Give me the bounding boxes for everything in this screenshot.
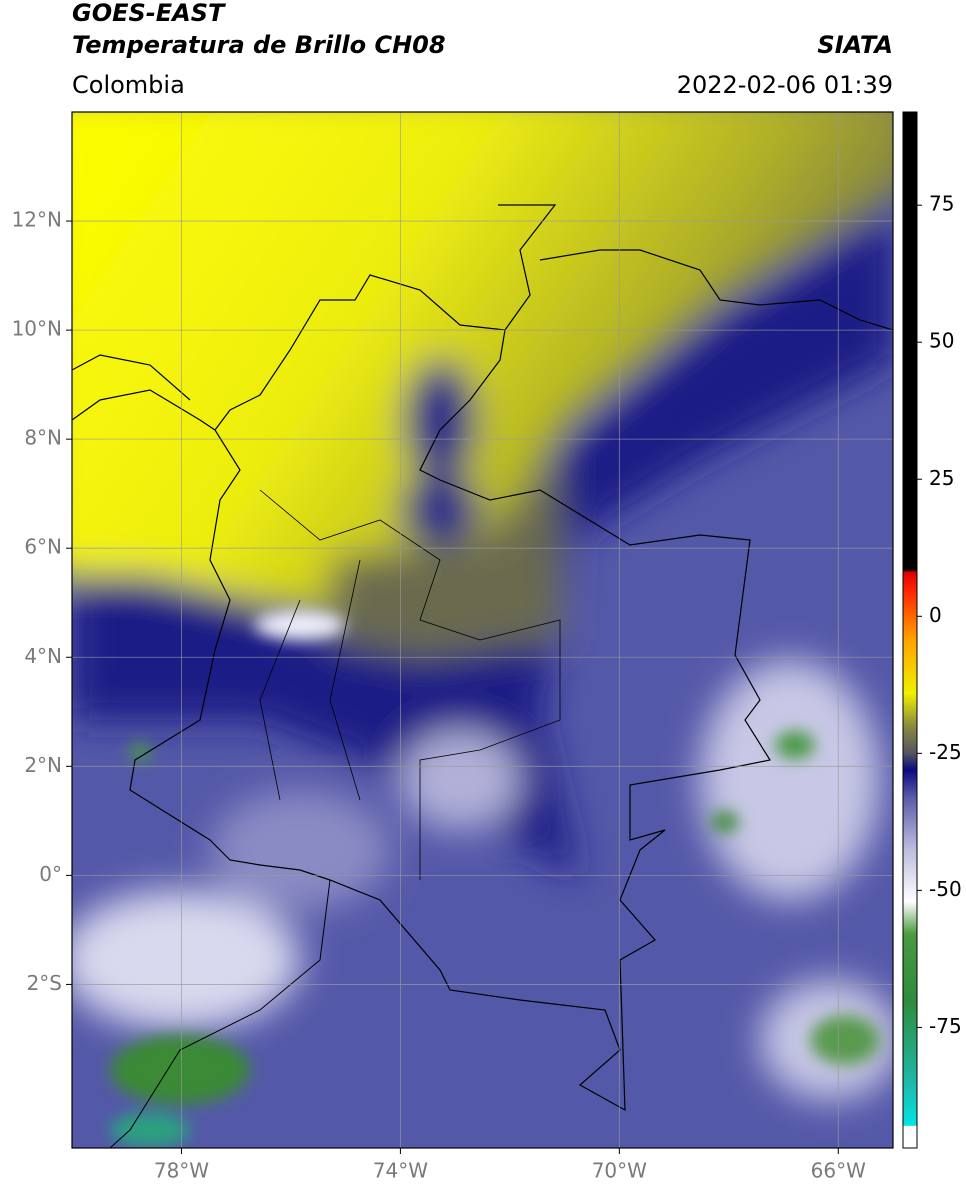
y-tick-label: 2°S — [27, 971, 62, 995]
colombia-border — [129, 329, 771, 1112]
colorbar-tick-label: 75 — [929, 192, 954, 216]
y-tick-label: 10°N — [12, 317, 62, 341]
map-frame — [71, 111, 894, 1149]
region: Colombia — [72, 71, 185, 99]
cloud-field — [72, 112, 893, 1100]
coastline — [539, 249, 893, 331]
x-tick-label: 78°W — [154, 1159, 209, 1183]
colorbar-tick-label: -50 — [929, 877, 962, 901]
colorbar-tick-label: -75 — [929, 1014, 962, 1038]
product: Temperatura de Brillo CH08 — [72, 31, 446, 59]
y-tick-label: 12°N — [12, 208, 62, 232]
y-tick-label: 4°N — [24, 644, 62, 668]
colorbar-tick-label: -25 — [929, 740, 962, 764]
x-tick-label: 74°W — [373, 1159, 428, 1183]
satellite: GOES-EAST — [72, 0, 226, 27]
grid — [72, 112, 893, 1148]
y-tick-label: 6°N — [24, 535, 62, 559]
x-tick-label: 70°W — [592, 1159, 647, 1183]
colorbar-tick-label: 0 — [929, 603, 942, 627]
colorbar — [902, 111, 918, 1149]
border — [109, 879, 331, 1148]
colorbar-tick-label: 50 — [929, 329, 954, 353]
datetime: 2022-02-06 01:39 — [677, 71, 893, 99]
cold-tops — [110, 611, 880, 1148]
colorbar-tick-label: 25 — [929, 466, 954, 490]
satellite-image — [72, 112, 893, 1148]
y-tick-label: 8°N — [24, 426, 62, 450]
coastline — [72, 204, 557, 431]
x-tick-label: 66°W — [811, 1159, 866, 1183]
y-tick-label: 2°N — [24, 753, 62, 777]
source: SIATA — [817, 31, 893, 59]
y-tick-label: 0° — [39, 862, 62, 886]
